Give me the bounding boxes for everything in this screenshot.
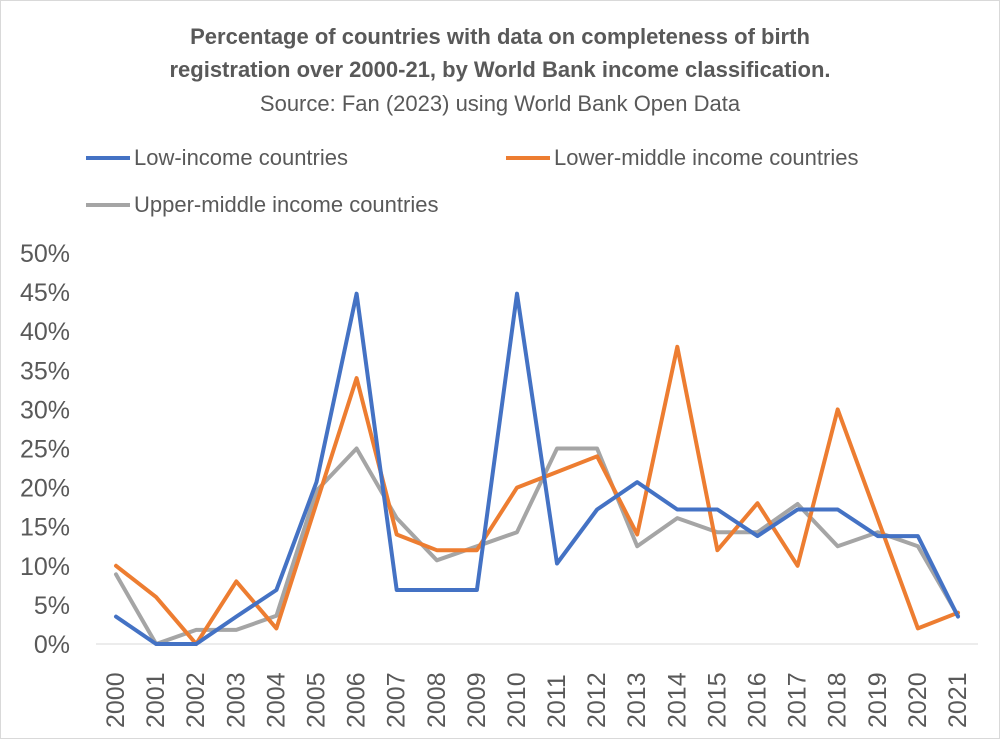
series-lines <box>114 291 960 646</box>
x-tick-label: 2002 <box>182 672 210 728</box>
y-tick-label: 5% <box>34 592 70 620</box>
x-tick-label: 2010 <box>503 672 531 728</box>
y-tick-label: 20% <box>20 475 70 503</box>
x-tick-label: 2017 <box>784 672 812 728</box>
chart-title-line-2: registration over 2000-21, by World Bank… <box>169 57 831 82</box>
legend-label-upper-middle-income: Upper-middle income countries <box>134 192 439 217</box>
legend-item-upper-middle-income: Upper-middle income countries <box>86 192 438 218</box>
x-tick-label: 2006 <box>343 672 371 728</box>
x-tick-label: 2016 <box>744 672 772 728</box>
x-tick-label: 2014 <box>663 672 691 728</box>
x-tick-label: 2013 <box>623 672 651 728</box>
x-tick-label: 2004 <box>262 672 290 728</box>
x-tick-label: 2007 <box>383 672 411 728</box>
legend-item-lower-middle-income: Lower-middle income countries <box>506 145 858 171</box>
x-tick-label: 2012 <box>583 672 611 728</box>
series-line-upper-middle-income-countries <box>114 446 960 646</box>
chart-subtitle: Source: Fan (2023) using World Bank Open… <box>259 91 741 116</box>
x-tick-label: 2021 <box>944 672 972 728</box>
x-tick-label: 2009 <box>463 672 491 728</box>
y-tick-label: 30% <box>20 396 70 424</box>
legend-swatch-low-income <box>86 156 130 160</box>
x-tick-label: 2011 <box>543 674 571 728</box>
x-tick-label: 2001 <box>142 672 170 728</box>
y-tick-label: 45% <box>20 279 70 307</box>
legend-swatch-upper-middle-income <box>86 203 130 207</box>
chart-title-line-1: Percentage of countries with data on com… <box>190 24 810 49</box>
y-tick-label: 15% <box>20 514 70 542</box>
y-tick-label: 35% <box>20 357 70 385</box>
series-line-low-income-countries <box>114 291 960 646</box>
y-tick-label: 0% <box>34 631 70 659</box>
series-line-lower-middle-income-countries <box>114 344 960 646</box>
x-tick-label: 2018 <box>824 672 852 728</box>
y-tick-label: 50% <box>20 240 70 268</box>
legend-item-low-income: Low-income countries <box>86 145 348 171</box>
x-tick-label: 2020 <box>904 672 932 728</box>
x-tick-label: 2008 <box>423 672 451 728</box>
y-tick-label: 40% <box>20 318 70 346</box>
x-tick-label: 2005 <box>302 672 330 728</box>
x-tick-label: 2015 <box>703 672 731 728</box>
chart-title: Percentage of countries with data on com… <box>0 20 1000 86</box>
x-axis-ticks: 2000 2001 2002 2003 2004 2005 2006 2007 2008 2009… <box>102 672 972 728</box>
legend-swatch-lower-middle-income <box>506 156 550 160</box>
x-tick-label: 2000 <box>102 672 130 728</box>
y-axis-ticks: 0% 5% 10% 15% 20% 25% 30% 35% 40% 45% 50% <box>20 240 70 659</box>
y-tick-label: 10% <box>20 553 70 581</box>
legend-label-low-income: Low-income countries <box>134 145 348 170</box>
y-tick-label: 25% <box>20 436 70 464</box>
x-tick-label: 2019 <box>864 672 892 728</box>
legend-label-lower-middle-income: Lower-middle income countries <box>554 145 859 170</box>
x-tick-label: 2003 <box>222 672 250 728</box>
